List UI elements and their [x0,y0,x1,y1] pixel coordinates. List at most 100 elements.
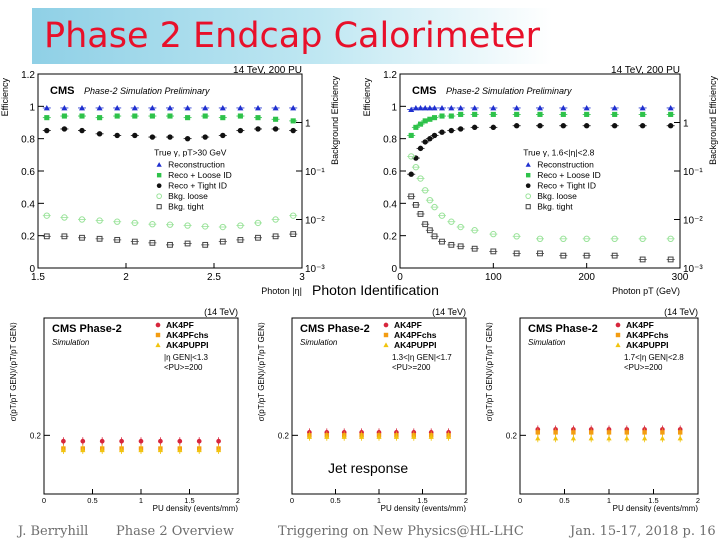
data-point [216,438,221,444]
data-point [44,115,50,121]
x-tick-label: 2 [236,496,240,505]
jet-chart-central-svg: (14 TeV) CMS Phase-2 Simulation 0.2 0 0.5 1 1.5… [9,307,240,512]
data-point [490,248,497,255]
data-point [431,132,438,139]
legend-label: Reconstruction [168,160,225,170]
preliminary-label: Phase-2 Simulation Preliminary [446,86,572,96]
y-tick-label: 1.2 [21,70,35,81]
data-point [61,438,66,444]
y-tick-label: 0.2 [30,431,42,440]
data-point [97,115,103,121]
y-tick-label: 0 [391,264,397,275]
data-point [412,163,420,171]
x-tick-label: 200 [578,272,595,283]
data-point [513,250,520,257]
data-point [624,435,630,441]
legend-label: Reconstruction [537,160,594,170]
legend-marker [383,332,389,338]
x-tick-label: 2 [123,272,129,283]
legend-marker [383,322,389,328]
data-point [457,243,464,250]
x-tick-label: 300 [672,272,689,283]
x-tick-label: 2 [464,496,468,505]
data-point [417,211,424,217]
data-point [114,236,121,243]
data-point [185,115,191,121]
data-point [43,104,50,111]
data-point [490,230,497,238]
data-point [220,115,226,121]
simulation-label: Simulation [300,338,338,347]
data-point [237,113,243,119]
data-point [114,104,121,111]
data-point [290,118,296,124]
jet-caption: Jet response [328,460,409,476]
data-point [431,203,438,211]
data-point [560,111,566,117]
data-point [422,139,428,145]
y-tick-label: 0.2 [278,431,290,440]
data-point [490,111,496,117]
data-point [570,435,576,441]
data-point [584,111,590,117]
data-point [255,115,261,121]
simulation-label: Simulation [52,338,90,347]
data-point [157,447,163,453]
data-point [606,430,612,435]
data-point [393,434,399,439]
data-point [324,434,330,439]
legend-marker [615,322,621,328]
data-point [677,435,683,441]
data-point [667,256,674,263]
x-tick-label: 1.5 [648,496,658,505]
data-point [272,104,279,111]
data-point [639,235,646,243]
y-tick-label: 0.8 [383,135,397,146]
data-point [272,233,279,240]
y-axis-label: σ(pT/pT GEN)/⟨pT/pT GEN⟩ [485,322,494,421]
data-point [411,434,417,439]
legend-label: Bkg. loose [537,191,577,201]
data-point [640,111,646,117]
data-point [537,123,543,129]
data-point [422,104,429,111]
y2-tick-label: 1 [305,119,311,130]
legend-marker [525,162,531,167]
data-point [149,221,156,228]
data-point [611,235,618,243]
x-tick-label: 1 [139,496,143,505]
data-point [237,236,244,243]
legend-marker [525,172,531,178]
data-point [80,438,86,444]
data-point [96,131,103,137]
x-axis-label: Photon pT (GeV) [612,286,680,296]
y-axis-label: Efficiency [0,78,10,117]
x-tick-label: 1 [607,496,611,505]
data-point [439,104,445,111]
data-point [659,435,665,441]
legend-marker [615,332,621,338]
data-point [448,127,455,134]
data-point [167,241,173,248]
data-point [660,430,665,435]
data-point [114,218,121,225]
legend-label: AK4PF [626,320,654,330]
data-point [439,113,445,119]
annotation-label: <PU>=200 [624,363,663,372]
cms-label: CMS Phase-2 [52,323,122,335]
data-point [431,115,438,121]
data-point [446,434,452,439]
data-point [61,126,68,132]
legend-marker [615,342,621,348]
data-point [255,104,261,111]
legend-label: AK4PF [394,320,422,330]
data-point [43,233,50,240]
jet-chart-central: (14 TeV) CMS Phase-2 Simulation 0.2 0 0.5 1 1.5… [4,304,244,512]
data-point [149,104,156,111]
legend-marker [156,162,162,167]
data-point [642,430,647,435]
data-point [408,153,415,160]
annotation-label: 1.7<|η GEN|<2.8 [624,353,684,362]
legend-marker [155,332,161,338]
data-point [79,113,85,119]
